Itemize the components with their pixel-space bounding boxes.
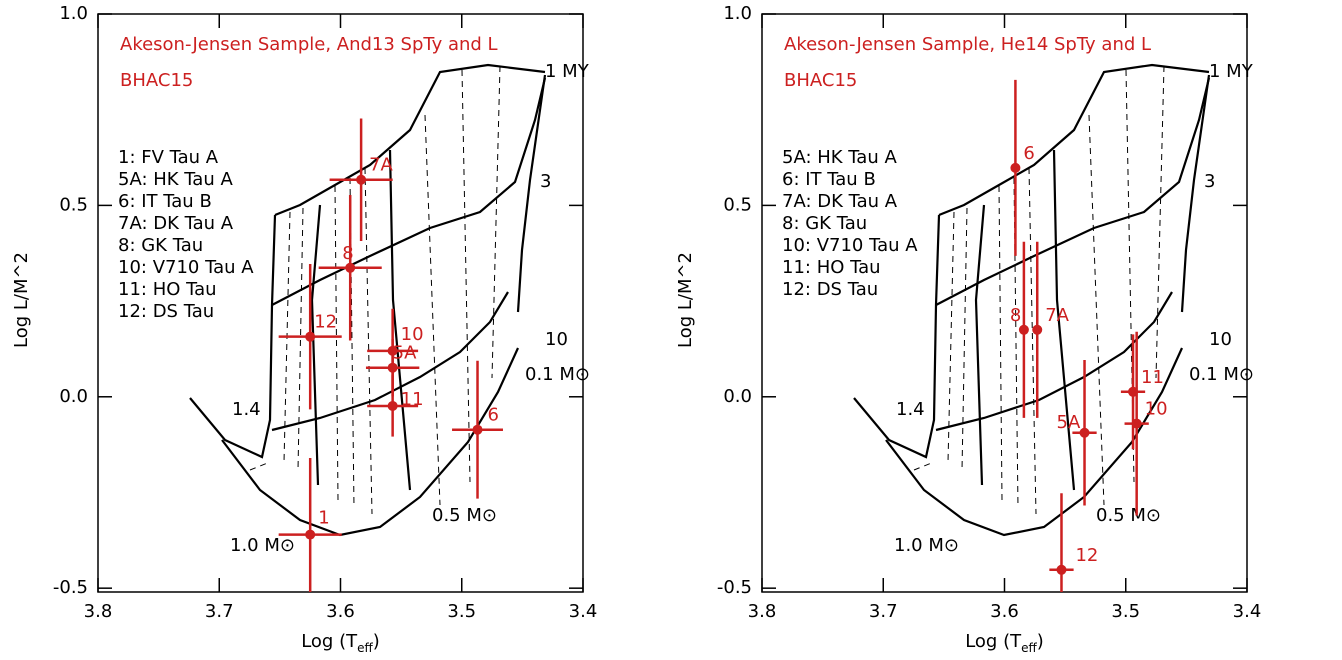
point-label: 5A	[1057, 412, 1081, 433]
model-tracks	[852, 63, 1211, 537]
x-axis-label-part: )	[373, 631, 380, 652]
track-label: 1.4	[232, 399, 261, 420]
x-tick-label: 3.8	[84, 601, 113, 622]
track-label: 0.1 M⊙	[1189, 364, 1254, 385]
legend-entry: 10: V710 Tau A	[118, 257, 254, 278]
data-points	[1010, 79, 1149, 592]
chart-title: Akeson-Jensen Sample, He14 SpTy and L	[784, 34, 1151, 55]
x-tick-label: 3.6	[990, 601, 1019, 622]
y-tick-label: 1.0	[59, 3, 88, 24]
x-tick-label: 3.8	[748, 601, 777, 622]
x-axis-label-part: )	[1037, 631, 1044, 652]
track-label: 3	[1204, 171, 1215, 192]
point-label: 1	[318, 508, 329, 529]
legend-entry: 5A: HK Tau A	[782, 147, 897, 168]
x-tick-label: 3.7	[869, 601, 898, 622]
track-label: 10	[545, 329, 568, 350]
point	[305, 331, 316, 342]
legend-entry: 6: IT Tau B	[118, 191, 212, 212]
y-tick-label: -0.5	[717, 577, 752, 598]
track-label: 0.5 M⊙	[1096, 505, 1161, 526]
track-label: 0.5 M⊙	[432, 505, 497, 526]
x-axis-label-part: Log (T	[965, 631, 1022, 652]
point-label: 8	[1010, 305, 1021, 326]
point	[472, 424, 483, 435]
point	[1018, 324, 1029, 335]
track-label: 1 MY	[545, 61, 590, 82]
legend-entry: 5A: HK Tau A	[118, 169, 233, 190]
y-tick-label: 1.0	[723, 3, 752, 24]
x-axis-label: Log (Teff)	[301, 631, 380, 655]
legend-entry: 11: HO Tau	[782, 257, 881, 278]
legend-entry: 1: FV Tau A	[118, 147, 219, 168]
point	[305, 529, 316, 540]
x-axis-label: Log (Teff)	[965, 631, 1044, 655]
legend-entry: 7A: DK Tau A	[118, 213, 234, 234]
y-tick-label: -0.5	[53, 577, 88, 598]
x-tick-label: 3.5	[1111, 601, 1140, 622]
point-label: 12	[314, 312, 337, 333]
point-label: 11	[1141, 367, 1164, 388]
track-label: 10	[1209, 329, 1232, 350]
point-label: 11	[401, 389, 424, 410]
point	[387, 400, 398, 411]
point-label: 8	[342, 243, 353, 264]
y-tick-label: 0.5	[59, 194, 88, 215]
model-tracks	[188, 63, 547, 537]
point	[345, 262, 356, 273]
data-points	[278, 118, 503, 592]
x-tick-label: 3.4	[1233, 601, 1262, 622]
x-tick-label: 3.7	[205, 601, 234, 622]
x-tick-label: 3.5	[447, 601, 476, 622]
track-label: 1.0 M⊙	[894, 535, 959, 556]
track-label: 1 MY	[1209, 61, 1254, 82]
plot-frame	[761, 13, 1248, 593]
legend-entry: 7A: DK Tau A	[782, 191, 898, 212]
chart-title: Akeson-Jensen Sample, And13 SpTy and L	[120, 34, 498, 55]
point	[1131, 418, 1142, 429]
legend-entry: 12: DS Tau	[118, 301, 214, 322]
y-tick-label: 0.5	[723, 194, 752, 215]
point	[1056, 564, 1067, 575]
point-label: 12	[1075, 545, 1098, 566]
legend-entry: 8: GK Tau	[118, 235, 203, 256]
point	[387, 362, 398, 373]
x-axis-label-part: eff	[1021, 641, 1037, 655]
track-label: 1.0 M⊙	[230, 535, 295, 556]
track-label: 1.4	[896, 399, 925, 420]
y-axis-label: Log L/M^2	[675, 252, 696, 348]
legend-entry: 10: V710 Tau A	[782, 235, 918, 256]
chart-subtitle: BHAC15	[120, 70, 193, 91]
y-tick-label: 0.0	[59, 386, 88, 407]
point-label: 10	[1145, 399, 1168, 420]
x-tick-label: 3.4	[569, 601, 598, 622]
legend-entry: 12: DS Tau	[782, 279, 878, 300]
legend-entry: 6: IT Tau B	[782, 169, 876, 190]
chart-subtitle: BHAC15	[784, 70, 857, 91]
x-axis-label-part: eff	[357, 641, 373, 655]
point	[1079, 427, 1090, 438]
point-label: 7A	[369, 155, 393, 176]
point-label: 10	[401, 324, 424, 345]
point-label: 6	[1023, 143, 1034, 164]
x-axis-label-part: Log (T	[301, 631, 358, 652]
point-label: 7A	[1045, 305, 1069, 326]
point-label: 5A	[393, 343, 417, 364]
y-tick-label: 0.0	[723, 386, 752, 407]
x-tick-label: 3.6	[326, 601, 355, 622]
track-label: 3	[540, 171, 551, 192]
point	[1010, 162, 1021, 173]
legend-entry: 11: HO Tau	[118, 279, 217, 300]
y-axis-label: Log L/M^2	[11, 252, 32, 348]
point	[1032, 324, 1043, 335]
point	[356, 174, 367, 185]
legend-entry: 8: GK Tau	[782, 213, 867, 234]
point-label: 6	[488, 405, 499, 426]
track-label: 0.1 M⊙	[525, 364, 590, 385]
